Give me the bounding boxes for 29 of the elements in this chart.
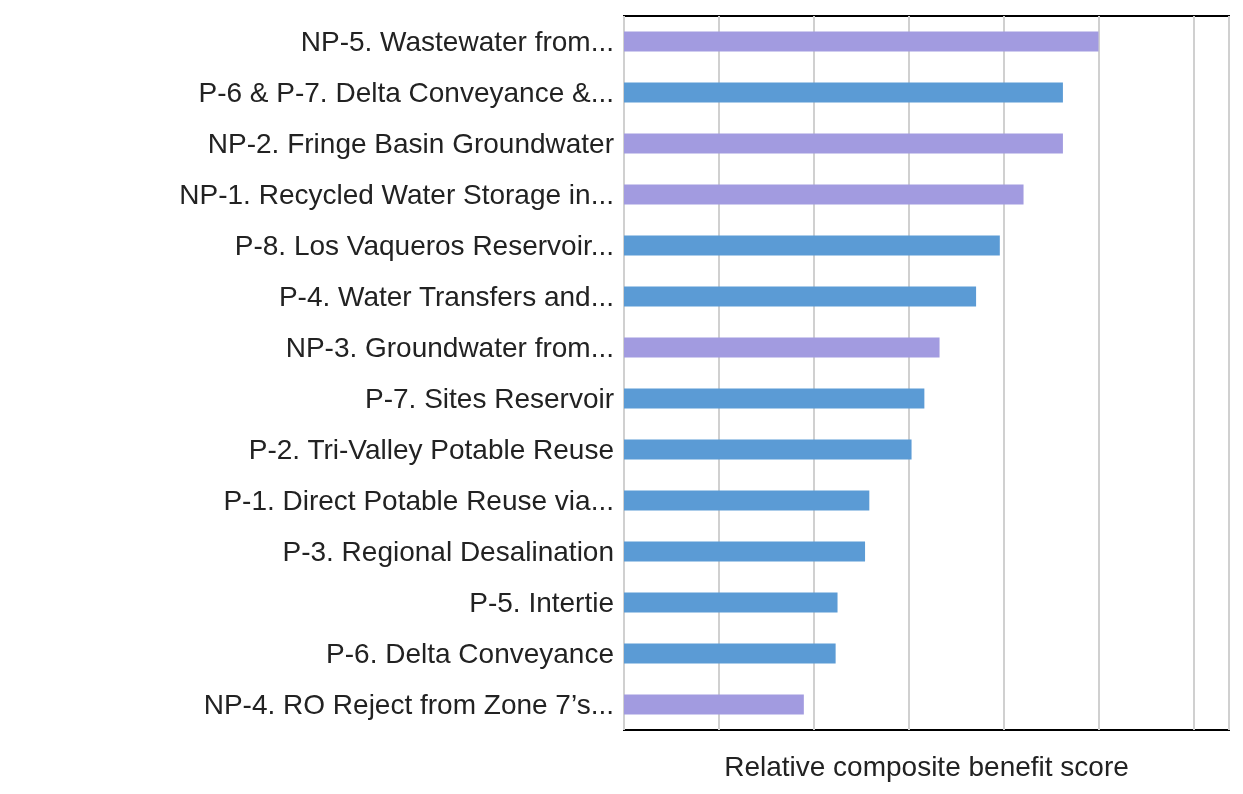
y-tick-label: P-6 & P-7. Delta Conveyance &... xyxy=(198,77,614,108)
bar xyxy=(624,286,977,307)
bar xyxy=(624,694,804,715)
y-tick-label: NP-3. Groundwater from... xyxy=(285,332,614,363)
y-tick-label: NP-1. Recycled Water Storage in... xyxy=(179,179,614,210)
bar xyxy=(624,133,1063,154)
bar xyxy=(624,592,838,613)
y-tick-label: P-5. Intertie xyxy=(469,587,614,618)
bar xyxy=(624,439,912,460)
y-tick-label: NP-2. Fringe Basin Groundwater xyxy=(207,128,614,159)
bar xyxy=(624,82,1063,103)
bar xyxy=(624,235,1000,256)
x-axis-title: Relative composite benefit score xyxy=(724,750,1129,782)
y-tick-label: NP-4. RO Reject from Zone 7’s... xyxy=(203,689,614,720)
bar xyxy=(624,31,1099,52)
y-tick-label: P-2. Tri-Valley Potable Reuse xyxy=(248,434,614,465)
y-tick-label: P-3. Regional Desalination xyxy=(282,536,614,567)
bar xyxy=(624,337,940,358)
bar xyxy=(624,541,866,562)
y-tick-label: NP-5. Wastewater from... xyxy=(300,26,614,57)
bar xyxy=(624,490,870,511)
y-tick-label: P-4. Water Transfers and... xyxy=(278,281,614,312)
bar xyxy=(624,184,1024,205)
y-tick-label: P-6. Delta Conveyance xyxy=(326,638,614,669)
bar xyxy=(624,643,836,664)
y-tick-label: P-7. Sites Reservoir xyxy=(365,383,614,414)
y-tick-label: P-1. Direct Potable Reuse via... xyxy=(223,485,614,516)
y-tick-label: P-8. Los Vaqueros Reservoir... xyxy=(234,230,614,261)
bar xyxy=(624,388,925,409)
